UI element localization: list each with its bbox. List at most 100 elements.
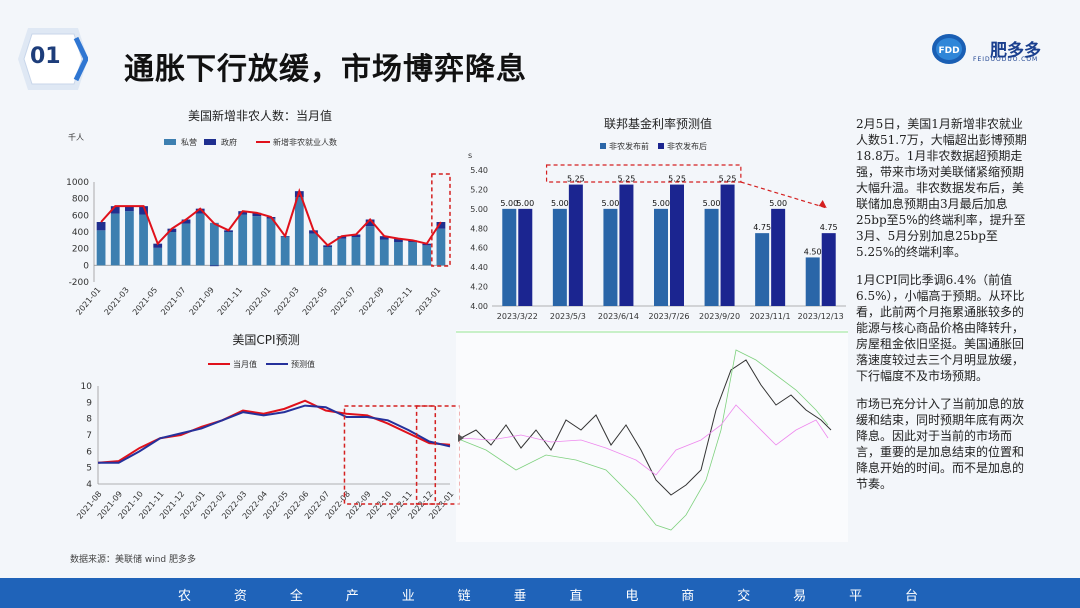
bar-private [280, 236, 290, 266]
bar-before [654, 208, 668, 306]
logo-text: 肥多多 [990, 41, 1041, 61]
legend-label: 非农发布后 [667, 141, 707, 151]
x-tick-label: 2023/9/20 [699, 312, 740, 321]
x-tick-label: 2022-05 [301, 286, 329, 317]
bar-government [139, 206, 148, 215]
analysis-paragraph: 1月CPI同比季调6.4%（前值6.5%），小幅高于预期。从环比看，此前两个月拖… [856, 273, 1025, 383]
footer-char: 垂 [513, 589, 527, 604]
data-label: 5.25 [668, 175, 686, 184]
bar-private [153, 247, 163, 266]
bar-private [294, 197, 304, 266]
bar-after [771, 208, 786, 306]
chart-title: 美国新增非农人数：当月值 [188, 108, 332, 123]
footer-slogan: 农资全产业链垂直电商交易平台 [178, 585, 918, 604]
chart-title: 联邦基金利率预测值 [604, 116, 712, 131]
bar-private [309, 233, 318, 266]
bar-private [96, 230, 106, 266]
y-tick-label: 4.40 [470, 263, 488, 272]
bar-private [224, 232, 233, 266]
footer-char: 台 [904, 589, 918, 604]
y-tick-label: 5.20 [470, 185, 488, 194]
bar-private [181, 223, 191, 266]
bar-government [110, 206, 120, 214]
data-source: 数据来源：美联储 wind 肥多多 [70, 555, 197, 565]
series-line-total [100, 188, 442, 247]
bar-private [365, 226, 375, 266]
footer-char: 链 [457, 589, 471, 604]
legend-swatch [658, 143, 664, 149]
legend-label: 政府 [221, 137, 237, 147]
footer-char: 平 [849, 589, 863, 604]
bar-before [704, 208, 719, 306]
bar-before [755, 233, 770, 306]
y-tick-label: 800 [72, 195, 89, 205]
legend-label: 当月值 [233, 359, 257, 369]
data-label: 5.00 [602, 199, 620, 208]
bar-private [110, 213, 120, 266]
x-tick-label: 2023/5/3 [550, 312, 586, 321]
data-label: 5.00 [703, 199, 721, 208]
bar-government [309, 230, 318, 234]
y-tick-label: 10 [81, 382, 93, 392]
bar-after [518, 208, 533, 306]
chart-title: 美国CPI预测 [232, 333, 299, 347]
bar-after [568, 184, 583, 306]
fed-funds-rate-chart: 联邦基金利率预测值 s 非农发布前 非农发布后 4.00 4.20 4.40 4.60 4.80… [468, 116, 846, 321]
data-label: 5.00 [500, 199, 518, 208]
analysis-paragraph: 2月5日，美国1月新增非农就业人数51.7万，大幅超出彭博预期18.8万。1月非… [856, 117, 1027, 259]
analysis-paragraph: 市场已充分计入了当前加息的放缓和结束，同时预期年底有两次降息。因此对于当前的市场… [856, 397, 1025, 491]
y-unit-label: 千人 [68, 132, 84, 142]
bar-private [436, 228, 446, 266]
bar-government [394, 238, 403, 242]
section-badge [18, 28, 88, 90]
data-label: 4.75 [753, 223, 771, 232]
highlight-arrow [740, 181, 827, 209]
y-tick-label: -200 [69, 278, 90, 288]
x-tick-label: 2022-01 [244, 286, 272, 317]
x-tick-label: 2021-11 [216, 286, 244, 317]
bar-after [619, 184, 634, 306]
fdd-logo: FDD [932, 34, 966, 64]
bar-private [266, 218, 276, 266]
legend-label: 私营 [181, 137, 197, 147]
legend-swatch [164, 139, 176, 145]
bar-before [552, 208, 567, 306]
data-label: 5.25 [567, 175, 585, 184]
legend-label: 非农发布前 [609, 141, 649, 151]
highlight-box [415, 405, 460, 505]
logo-subtext: FEIDUODUO.COM [973, 56, 1039, 63]
bar-private [125, 211, 134, 266]
footer-char: 资 [233, 589, 247, 604]
bar-government [125, 206, 134, 212]
data-label: 5.00 [551, 199, 569, 208]
bar-private [337, 238, 347, 266]
y-tick-label: 4.60 [470, 244, 488, 253]
page-title: 通胀下行放缓，市场博弈降息 [124, 52, 527, 87]
footer-char: 电 [625, 589, 639, 604]
y-tick-label: 5.40 [470, 166, 488, 175]
bar-private [209, 222, 219, 266]
x-tick-label: 2023/3/22 [497, 312, 538, 321]
x-tick-label: 2023-01 [414, 286, 442, 317]
data-label: 5.00 [769, 199, 787, 208]
x-tick-label: 2021-07 [159, 286, 187, 317]
data-label: 5.25 [719, 175, 737, 184]
x-tick-label: 2023/12/13 [798, 312, 844, 321]
footer-char: 全 [289, 589, 303, 604]
data-label: 5.25 [618, 175, 636, 184]
y-tick-label: 5 [86, 464, 92, 474]
bar-government [365, 219, 375, 227]
y-tick-label: 4.20 [470, 283, 488, 292]
x-tick-label: 2022-07 [329, 286, 357, 317]
footer-char: 农 [178, 589, 192, 604]
footer-char: 交 [737, 589, 751, 604]
bar-before [502, 208, 517, 306]
data-label: 5.00 [516, 199, 534, 208]
y-tick-label: 1000 [66, 178, 89, 188]
bar-government [181, 219, 191, 224]
bar-private [408, 242, 417, 266]
y-tick-label: 4 [86, 480, 92, 490]
bar-private [422, 245, 432, 266]
